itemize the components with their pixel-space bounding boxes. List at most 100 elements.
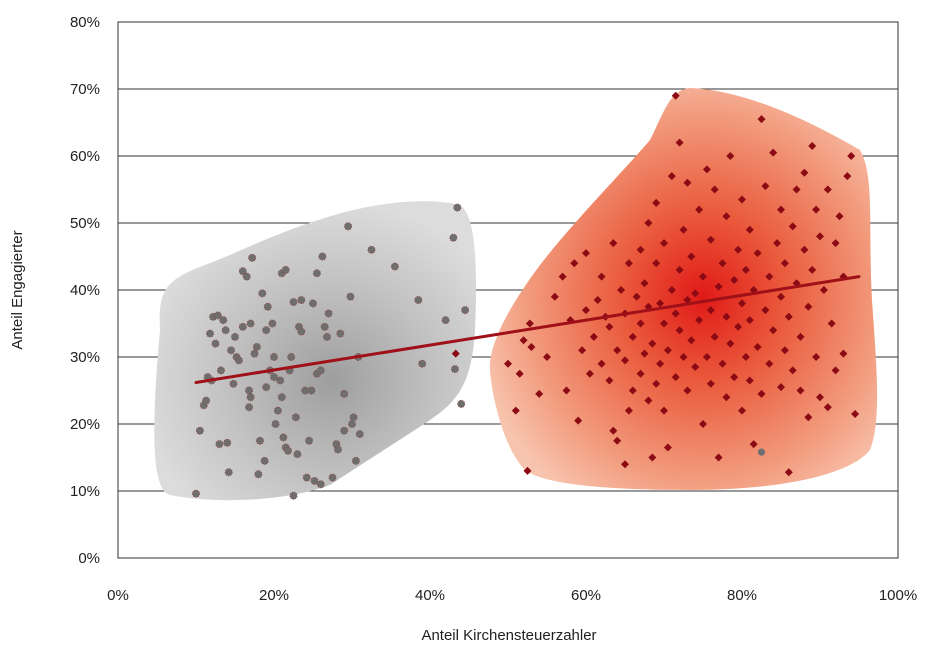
red-data-point: [613, 436, 622, 445]
red-data-point: [679, 225, 688, 234]
red-data-point: [578, 346, 587, 355]
red-data-point: [843, 172, 852, 181]
red-data-point: [722, 393, 731, 402]
red-data-point: [515, 369, 524, 378]
y-tick-label: 60%: [70, 148, 100, 165]
red-data-point: [609, 239, 618, 248]
red-data-point: [605, 376, 614, 385]
red-data-point: [722, 312, 731, 321]
red-data-point: [804, 413, 813, 422]
red-data-point: [749, 440, 758, 449]
red-data-point: [784, 468, 793, 477]
gray-data-point: [310, 476, 319, 485]
gray-data-point: [281, 265, 290, 274]
gray-data-point: [316, 480, 325, 489]
gray-data-point: [328, 473, 337, 482]
gray-data-point: [263, 302, 272, 311]
x-axis-title: Anteil Kirchensteuerzahler: [421, 627, 596, 644]
red-data-point: [691, 289, 700, 298]
gray-data-point: [238, 322, 247, 331]
red-data-point: [550, 292, 559, 301]
red-data-point: [777, 292, 785, 301]
gray-data-point: [340, 426, 349, 435]
gray-data-point: [215, 440, 224, 449]
red-data-point: [823, 185, 832, 194]
y-axis-ticks: 0% 10% 20% 30% 40% 50% 60% 70% 80%: [70, 14, 100, 567]
gray-data-point: [252, 342, 261, 351]
red-data-point: [660, 319, 668, 328]
gray-data-point: [273, 406, 282, 415]
red-data-point: [570, 259, 579, 268]
red-data-point: [753, 249, 762, 258]
red-density-cloud: [489, 88, 878, 490]
red-data-point: [714, 282, 723, 291]
gray-data-point: [230, 332, 239, 341]
gray-density-cloud: [154, 201, 477, 501]
red-data-point: [699, 272, 707, 281]
plot-area-frame: [117, 21, 899, 559]
red-data-point: [804, 302, 813, 311]
gray-data-point: [227, 346, 236, 355]
y-tick-label: 10%: [70, 483, 100, 500]
gray-data-point: [242, 272, 251, 281]
red-data-point: [745, 316, 754, 325]
gray-data-point: [289, 491, 298, 500]
gray-data-point: [206, 329, 215, 338]
gray-data-point: [238, 267, 247, 276]
gray-data-point: [346, 292, 355, 301]
gray-data-point: [268, 319, 277, 328]
red-data-point: [687, 336, 696, 345]
red-data-point: [511, 406, 520, 415]
gray-data-point: [302, 473, 311, 482]
data-points: [191, 91, 860, 500]
red-data-point: [609, 426, 618, 435]
red-data-point: [636, 319, 645, 328]
gray-data-point: [757, 448, 766, 456]
red-data-point: [780, 346, 789, 355]
x-tick-label: 20%: [259, 587, 289, 604]
red-data-point: [788, 366, 797, 375]
red-data-point: [738, 195, 746, 204]
red-data-point: [819, 286, 828, 294]
red-data-point: [585, 369, 594, 378]
red-data-point: [652, 379, 661, 388]
red-data-point: [777, 205, 785, 214]
red-data-point: [788, 222, 797, 231]
gray-data-point: [351, 456, 360, 465]
red-data-point: [656, 359, 665, 368]
red-data-point: [663, 346, 672, 355]
red-data-point: [784, 312, 793, 321]
gray-data-point: [307, 386, 316, 395]
red-data-point: [640, 349, 649, 358]
gray-data-point: [297, 327, 306, 336]
red-data-point: [831, 366, 840, 375]
red-data-point: [796, 386, 805, 395]
gray-data-point: [355, 430, 364, 439]
red-data-point: [621, 356, 629, 365]
red-data-point: [574, 416, 583, 425]
gray-data-point: [216, 366, 225, 375]
red-data-point: [535, 389, 544, 398]
gray-data-point: [323, 332, 332, 341]
red-data-point: [582, 306, 590, 315]
gray-data-point: [250, 349, 259, 358]
red-data-point: [691, 363, 700, 372]
gray-data-point: [248, 253, 257, 262]
red-data-point: [835, 212, 844, 221]
red-data-point: [675, 138, 684, 147]
gray-data-point: [191, 489, 200, 498]
red-data-point: [812, 353, 821, 361]
red-data-point: [726, 339, 735, 348]
red-data-point: [527, 342, 536, 351]
gray-data-point: [291, 413, 300, 422]
x-tick-label: 40%: [415, 587, 445, 604]
red-data-point: [671, 91, 680, 100]
red-data-point: [780, 259, 789, 268]
gray-data-point: [340, 389, 349, 398]
red-data-point: [628, 386, 637, 395]
y-tick-label: 50%: [70, 215, 100, 232]
red-data-point: [562, 386, 571, 395]
gray-data-point: [202, 396, 211, 405]
gray-data-point: [308, 299, 317, 308]
gray-data-point: [262, 326, 271, 335]
